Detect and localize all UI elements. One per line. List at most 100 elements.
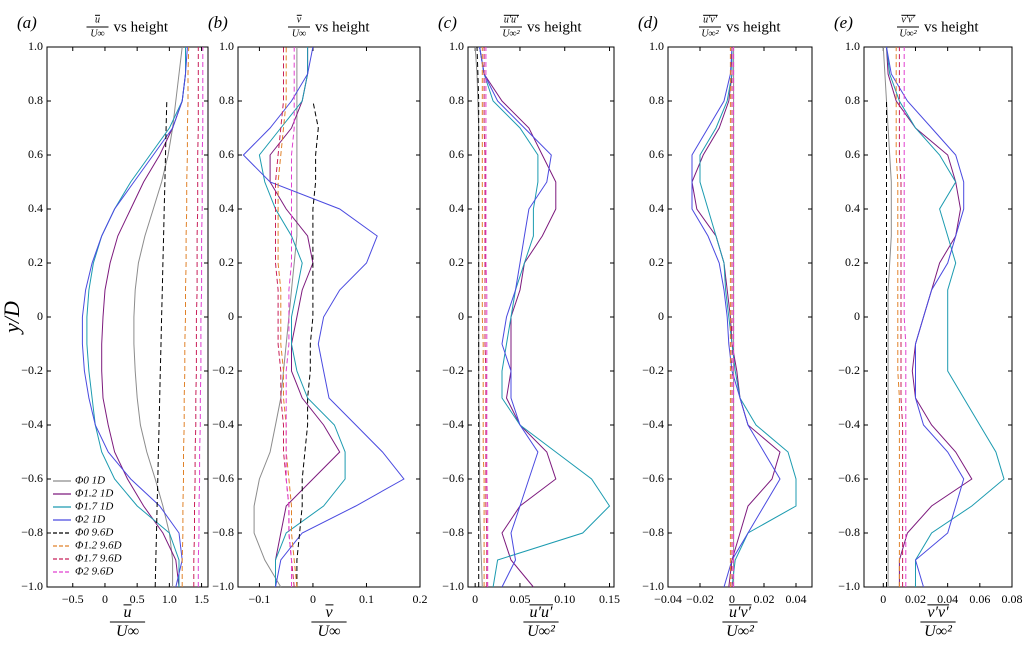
y-tick-label: 0 xyxy=(228,309,234,323)
profile-line xyxy=(481,47,485,587)
y-tick-label: 0 xyxy=(458,309,464,323)
x-tick-label: 0.15 xyxy=(599,592,620,606)
fraction-denominator: U∞ xyxy=(116,623,139,640)
y-tick-label: 0.8 xyxy=(28,93,43,107)
legend-label: Φ2 1D xyxy=(75,514,105,526)
legend-label: Φ1.7 1D xyxy=(75,501,113,513)
y-tick-label: 0.8 xyxy=(649,93,664,107)
title-denominator: U∞ xyxy=(292,28,306,39)
x-tick-label: 0 xyxy=(310,592,316,606)
chart-title: vs height xyxy=(726,19,781,35)
x-tick-label: 0.02 xyxy=(905,592,926,606)
y-tick-label: 0.6 xyxy=(649,147,664,161)
y-tick-label: 0.4 xyxy=(449,201,464,215)
profile-line xyxy=(479,46,611,588)
x-tick-label: 0.5 xyxy=(130,592,145,606)
y-tick-label: −1.0 xyxy=(642,579,664,593)
x-tick-label: 0.06 xyxy=(969,592,990,606)
profile-line xyxy=(133,46,183,587)
y-tick-label: 0.8 xyxy=(219,93,234,107)
y-tick-label: −0.6 xyxy=(838,471,860,485)
legend-label: Φ1.7 9.6D xyxy=(75,553,122,565)
title-numerator: u′v′ xyxy=(703,14,718,25)
profile-line xyxy=(197,47,204,587)
y-tick-label: 0.4 xyxy=(219,201,234,215)
profile-line xyxy=(895,47,900,587)
panel-label: (e) xyxy=(834,13,853,32)
fraction-denominator: U∞ xyxy=(318,623,341,640)
y-tick-label: −0.8 xyxy=(442,525,464,539)
y-tick-label: −0.6 xyxy=(21,471,43,485)
title-denominator: U∞ xyxy=(90,28,104,39)
profile-line xyxy=(154,100,168,588)
y-tick-label: −1.0 xyxy=(838,579,860,593)
y-tick-label: −0.2 xyxy=(212,363,234,377)
profile-line xyxy=(479,46,557,588)
fraction-numerator: v xyxy=(325,604,333,621)
x-tick-label: −0.02 xyxy=(686,592,714,606)
fraction-numerator: u′v′ xyxy=(729,604,752,621)
y-tick-label: −0.2 xyxy=(838,363,860,377)
profile-line xyxy=(296,100,319,587)
plot-frame xyxy=(237,46,421,588)
fraction-denominator: U∞² xyxy=(527,623,556,640)
profile-line xyxy=(479,46,552,588)
profile-line xyxy=(903,47,907,587)
profile-line xyxy=(483,47,488,587)
y-tick-label: 0.8 xyxy=(845,93,860,107)
profile-line xyxy=(253,47,298,588)
y-tick-label: 0.2 xyxy=(845,255,860,269)
y-tick-label: −0.2 xyxy=(642,363,664,377)
title-numerator: u xyxy=(95,14,100,25)
panel-label: (c) xyxy=(438,13,457,32)
x-tick-label: 0.2 xyxy=(413,592,428,606)
profile-line xyxy=(86,47,186,587)
fraction-denominator: U∞² xyxy=(924,623,953,640)
x-tick-label: 0 xyxy=(472,592,478,606)
y-tick-label: 0.4 xyxy=(28,201,43,215)
profile-line xyxy=(485,47,489,587)
y-tick-label: −0.4 xyxy=(442,417,464,431)
y-tick-label: −0.4 xyxy=(838,417,860,431)
profile-line xyxy=(258,47,346,587)
fraction-numerator: v′v′ xyxy=(927,604,949,621)
plot-frame xyxy=(667,46,813,588)
panel-label: (a) xyxy=(17,13,37,32)
profile-line xyxy=(277,47,298,588)
profile-line xyxy=(193,47,199,587)
x-tick-label: 0.05 xyxy=(509,592,530,606)
y-tick-label: −0.6 xyxy=(442,471,464,485)
y-tick-label: −0.4 xyxy=(642,417,664,431)
y-tick-label: 0 xyxy=(658,309,664,323)
y-tick-label: −1.0 xyxy=(442,579,464,593)
profile-line xyxy=(181,46,190,587)
y-tick-label: 0 xyxy=(37,309,43,323)
profile-line xyxy=(886,46,965,588)
y-tick-label: 1.0 xyxy=(845,39,860,53)
chart-title: vs height xyxy=(527,19,582,35)
legend-label: Φ1.2 1D xyxy=(75,488,113,500)
x-tick-label: −0.5 xyxy=(62,592,84,606)
fraction-numerator: u xyxy=(124,604,132,621)
plot-frame xyxy=(46,46,209,588)
chart-title: vs height xyxy=(315,19,370,35)
legend-label: Φ2 9.6D xyxy=(75,566,113,578)
y-tick-label: −1.0 xyxy=(21,579,43,593)
x-tick-label: 0 xyxy=(102,592,108,606)
y-tick-label: 1.0 xyxy=(649,39,664,53)
profile-line xyxy=(898,47,904,587)
title-denominator: U∞² xyxy=(701,28,719,39)
panel-label: (d) xyxy=(638,13,658,32)
y-tick-label: 0.2 xyxy=(28,255,43,269)
profile-line xyxy=(101,47,186,588)
x-tick-label: 0 xyxy=(729,592,735,606)
legend-label: Φ1.2 9.6D xyxy=(75,540,122,552)
x-tick-label: 0.1 xyxy=(359,592,374,606)
x-tick-label: 1.0 xyxy=(162,592,177,606)
x-tick-label: −0.04 xyxy=(654,592,682,606)
x-tick-label: 0.10 xyxy=(554,592,575,606)
y-tick-label: 0.4 xyxy=(649,201,664,215)
profile-line xyxy=(691,46,781,588)
y-tick-label: −0.4 xyxy=(21,417,43,431)
profile-line xyxy=(699,47,797,588)
